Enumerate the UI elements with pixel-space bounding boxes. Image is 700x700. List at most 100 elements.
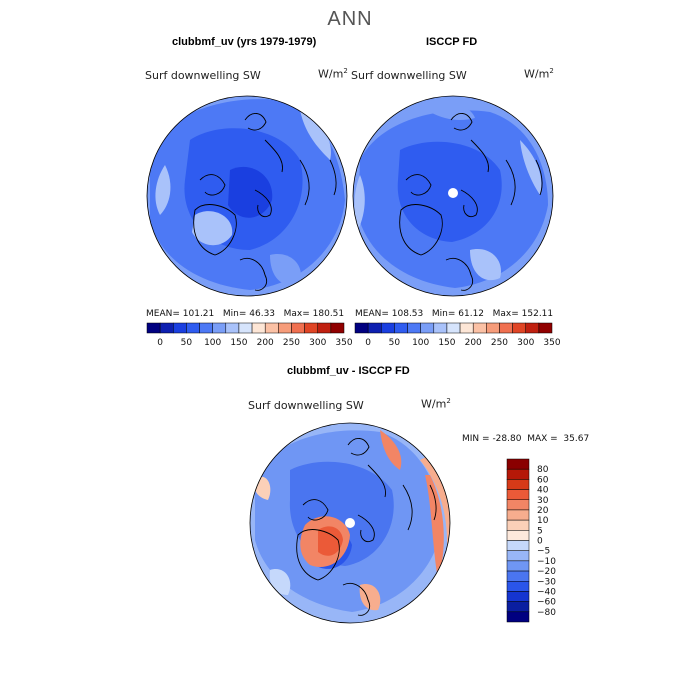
panel1-coastlines — [193, 113, 337, 291]
panel2-colorbar-tick-label: 150 — [438, 338, 455, 348]
panel3-colorbar-swatch — [506, 499, 530, 511]
panel1-variable: Surf downwelling SW — [145, 69, 261, 82]
panel3-colorbar-tick-label: 80 — [537, 465, 549, 475]
panel1-colorbar-swatch — [173, 322, 187, 334]
panel2-max: 152.11 — [521, 309, 554, 319]
panel3-colorbar-swatch — [506, 509, 530, 521]
panel3-colorbar-tick-label: 20 — [537, 506, 549, 516]
panel1-colorbar-swatch — [186, 322, 200, 334]
panel1-colorbar-tick-label: 100 — [204, 338, 221, 348]
panel1-colorbar-swatch — [159, 322, 174, 334]
panel2-colorbar-swatch — [367, 322, 382, 334]
panel2-colorbar-tick-label: 350 — [543, 338, 560, 348]
panel3-colorbar-swatch — [506, 581, 530, 592]
panel2-colorbar-swatch — [354, 322, 369, 334]
panel2-variable: Surf downwelling SW — [351, 69, 467, 82]
panel1-colorbar-tick-label: 200 — [257, 338, 274, 348]
panel2-mean: 108.53 — [391, 309, 424, 319]
panel1-mean: 101.21 — [182, 309, 215, 319]
panel3-colorbar-swatch — [506, 550, 530, 562]
panel1-max: 180.51 — [312, 309, 345, 319]
panel3-stats: MIN = -28.80 MAX = 35.67 — [462, 434, 590, 444]
panel3-colorbar-tick-label: −30 — [537, 577, 556, 587]
panel3-colorbar-tick-label: −5 — [537, 547, 550, 557]
panel2-colorbar-swatch — [446, 322, 461, 334]
panel3-colorbar-swatch — [506, 601, 530, 613]
panel3-colorbar-swatch — [506, 560, 530, 572]
panel2-missing-pole — [448, 188, 458, 198]
panel2-colorbar-swatch — [472, 322, 487, 334]
panel3-colorbar-tick-label: 5 — [537, 526, 543, 536]
figure-title: ANN — [327, 8, 373, 30]
panel2-stats: MEAN= 108.53 Min= 61.12 Max= 152.11 — [355, 309, 554, 319]
panel3-colorbar-tick-label: 30 — [537, 496, 549, 506]
panel3-colorbar-tick-label: 40 — [537, 486, 549, 496]
panel3-colorbar-swatch — [506, 519, 530, 531]
panel3-min: -28.80 — [492, 434, 522, 444]
panel3-title: clubbmf_uv - ISCCP FD — [287, 365, 410, 377]
panel2-colorbar-swatch — [512, 322, 526, 334]
panel1-colorbar-swatch — [225, 322, 240, 334]
panel3-colorbar-tick-label: −10 — [537, 557, 556, 567]
panel1-colorbar-swatch — [330, 322, 345, 334]
panel1-colorbar-tick-label: 150 — [230, 338, 247, 348]
panel1-colorbar-swatch — [278, 322, 292, 334]
panel3-colorbar-swatch — [506, 540, 530, 551]
panel1-colorbar-swatch — [291, 322, 305, 334]
panel3-missing-pole — [345, 518, 355, 528]
panel2-colorbar-tick-label: 100 — [412, 338, 429, 348]
panel2-colorbar-tick-label: 300 — [517, 338, 534, 348]
panel2-coastlines — [399, 113, 543, 291]
panel2-colorbar-tick-label: 250 — [491, 338, 508, 348]
panel2-colorbar-swatch — [499, 322, 513, 334]
panel1-colorbar-tick-label: 350 — [335, 338, 352, 348]
panel3-colorbar-swatch — [506, 611, 530, 623]
panel3-max: 35.67 — [563, 434, 590, 444]
panel3-colorbar-tick-label: −80 — [537, 608, 556, 618]
panel1-colorbar-swatch — [199, 322, 213, 334]
panel1-stats: MEAN= 101.21 Min= 46.33 Max= 180.51 — [146, 309, 345, 319]
panel1-colorbar-swatch — [304, 322, 318, 334]
panel3-variable: Surf downwelling SW — [248, 399, 364, 412]
panel2-colorbar-swatch — [381, 322, 395, 334]
panel2-colorbar-swatch — [525, 322, 540, 334]
panel2-colorbar-tick-label: 200 — [465, 338, 482, 348]
panel1-title: clubbmf_uv (yrs 1979-1979) — [172, 36, 317, 48]
panel2-units: W/m2 — [524, 67, 554, 81]
panel1-map — [147, 96, 347, 296]
panel3-colorbar-tick-label: −40 — [537, 587, 556, 597]
panel2-colorbar-swatch — [394, 322, 408, 334]
panel1-colorbar-swatch — [264, 322, 279, 334]
panel2-colorbar: 0 50 100 150 200 250 300 350 — [354, 322, 561, 348]
panel1-colorbar-tick-label: 50 — [181, 338, 193, 348]
panel3-colorbar-tick-label: 10 — [537, 516, 549, 526]
panel3-colorbar-swatch — [506, 489, 530, 500]
panel3-colorbar-tick-label: −60 — [537, 598, 556, 608]
panel2-colorbar-swatch — [538, 322, 553, 334]
panel1-colorbar-tick-label: 0 — [157, 338, 163, 348]
panel2-colorbar-tick-label: 0 — [365, 338, 371, 348]
panel1-min: 46.33 — [249, 309, 276, 319]
panel2-colorbar-swatch — [459, 322, 474, 334]
panel2-colorbar-swatch — [486, 322, 500, 334]
panel2-colorbar-swatch — [420, 322, 435, 334]
panel1-colorbar-swatch — [251, 322, 266, 334]
panel1-colorbar-swatch — [212, 322, 227, 334]
panel3-colorbar-swatch — [506, 591, 530, 602]
panel3-colorbar-tick-label: −20 — [537, 567, 556, 577]
panel1-units: W/m2 — [318, 67, 348, 81]
panel3-colorbar-tick-label: 0 — [537, 537, 543, 547]
panel3-coastlines — [296, 438, 437, 616]
panel3-units: W/m2 — [421, 397, 451, 411]
panel2-colorbar-swatch — [433, 322, 448, 334]
panel3-colorbar-swatch — [506, 468, 530, 480]
panel1-colorbar-swatch — [238, 322, 253, 334]
panel3-colorbar-swatch — [506, 458, 530, 470]
panel3-colorbar-tick-label: 60 — [537, 475, 549, 485]
panel2-title: ISCCP FD — [426, 36, 478, 48]
panel3-colorbar-swatch — [506, 570, 530, 582]
panel1-colorbar-tick-label: 300 — [309, 338, 326, 348]
panel3-colorbar-swatch — [506, 530, 530, 541]
